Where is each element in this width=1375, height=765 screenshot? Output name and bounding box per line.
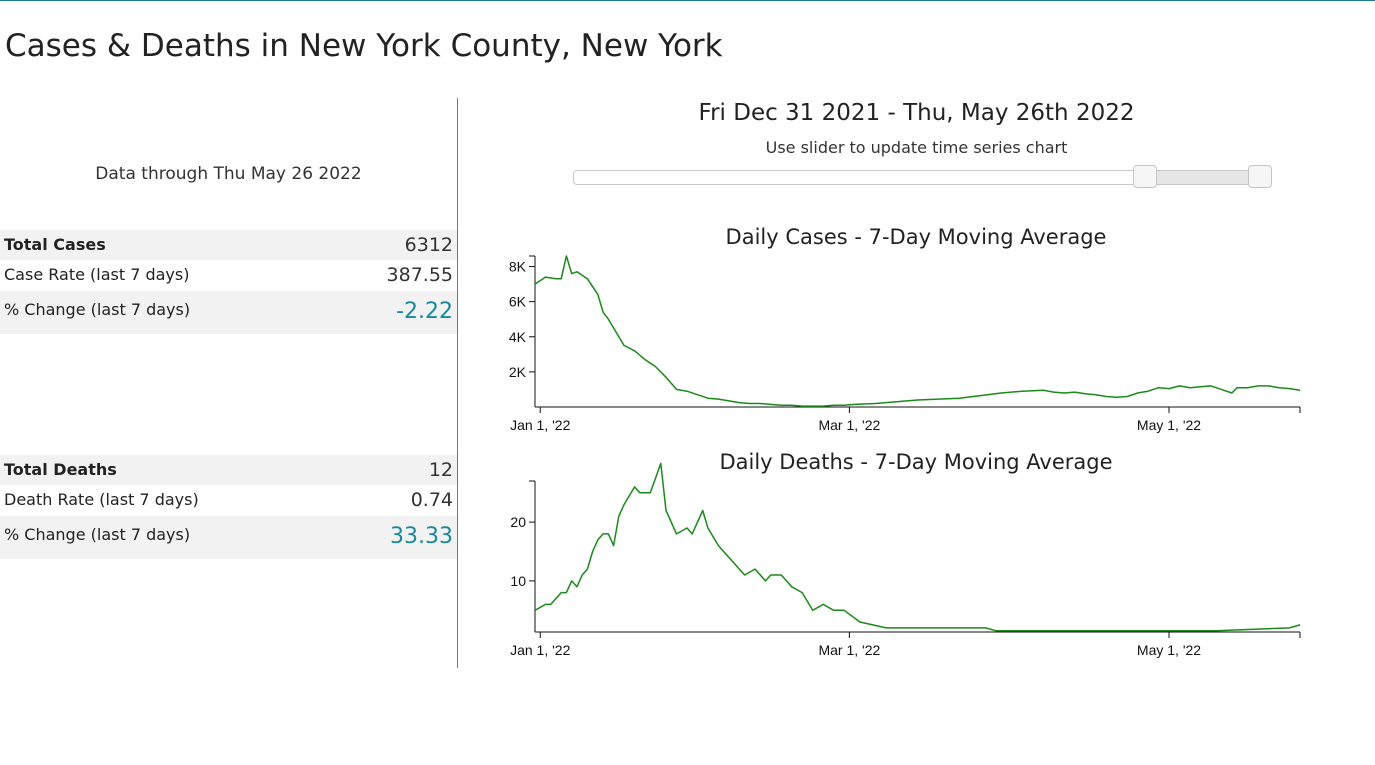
stat-value: 6312 [404,234,453,256]
summary-panel: Data through Thu May 26 2022 Total Cases… [0,98,458,668]
stat-row-total-deaths: Total Deaths 12 [0,455,457,485]
stat-row-case-change: % Change (last 7 days) -2.22 [0,291,457,334]
chart-title: Daily Cases - 7-Day Moving Average [726,225,1107,249]
stat-row-total-cases: Total Cases 6312 [0,230,457,260]
stat-label: Death Rate (last 7 days) [4,490,199,509]
x-tick-label: Mar 1, '22 [818,642,880,658]
x-tick-label: Jan 1, '22 [510,642,570,658]
slider-hint: Use slider to update time series chart [765,138,1068,157]
stat-label: Case Rate (last 7 days) [4,265,190,284]
slider-start-handle[interactable] [1132,165,1157,188]
y-tick-label: 8K [509,259,527,275]
series-line [534,462,1301,632]
x-tick-label: May 1, '22 [1137,417,1201,433]
stat-label: Total Deaths [4,460,117,479]
date-range-slider[interactable] [573,170,1270,185]
x-tick-label: May 1, '22 [1137,642,1201,658]
y-tick-label: 10 [510,573,526,589]
cases-stats-table: Total Cases 6312 Case Rate (last 7 days)… [0,230,457,334]
top-accent-rule [0,0,1375,1]
y-tick-label: 20 [510,514,526,530]
x-tick-label: Jan 1, '22 [510,417,570,433]
x-tick-label: Mar 1, '22 [818,417,880,433]
stat-value-highlight: -2.22 [396,299,453,324]
stat-label: Total Cases [4,235,106,254]
stat-label: % Change (last 7 days) [4,525,191,544]
stat-value: 387.55 [386,264,453,286]
slider-selected-range [1143,171,1259,184]
stat-row-case-rate: Case Rate (last 7 days) 387.55 [0,260,457,291]
daily-deaths-chart: Daily Deaths - 7-Day Moving Average 10 20… [510,450,1301,658]
data-through-label: Data through Thu May 26 2022 [95,164,362,184]
y-tick-label: 6K [509,294,527,310]
date-range-title: Fri Dec 31 2021 - Thu, May 26th 2022 [698,100,1135,126]
stat-row-death-rate: Death Rate (last 7 days) 0.74 [0,485,457,516]
stat-value-highlight: 33.33 [390,524,453,549]
y-tick-label: 4K [509,329,527,345]
stat-row-death-change: % Change (last 7 days) 33.33 [0,516,457,559]
stat-value: 12 [428,459,453,481]
daily-cases-chart: Daily Cases - 7-Day Moving Average 2K 4K 6… [509,225,1301,433]
slider-end-handle[interactable] [1247,165,1272,188]
deaths-stats-table: Total Deaths 12 Death Rate (last 7 days)… [0,455,457,559]
stat-label: % Change (last 7 days) [4,300,191,319]
y-tick-label: 2K [509,364,527,380]
series-line [534,255,1301,407]
page-title: Cases & Deaths in New York County, New Y… [5,28,723,64]
stat-value: 0.74 [410,489,453,511]
chart-title: Daily Deaths - 7-Day Moving Average [719,450,1112,474]
